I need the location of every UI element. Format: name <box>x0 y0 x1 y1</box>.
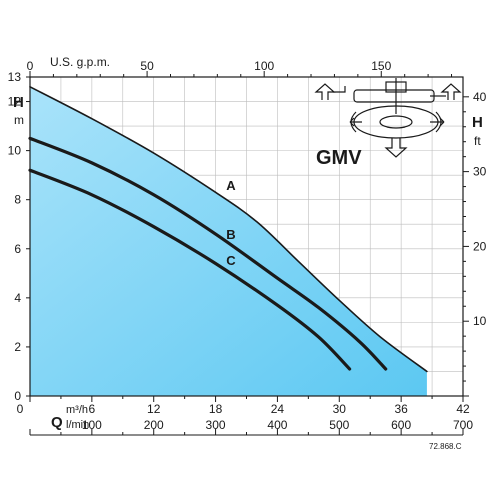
tick-label-right: 30 <box>473 165 487 179</box>
tick-label-secondary: 400 <box>267 418 287 432</box>
tick-label-left: 12 <box>8 95 22 109</box>
tick-label-left: 2 <box>14 340 21 354</box>
tick-label-bottom: 42 <box>456 402 470 416</box>
tick-label-bottom: 30 <box>333 402 347 416</box>
tick-label-top: 0 <box>27 59 34 73</box>
curve-label-c: C <box>226 253 236 268</box>
curve-label-a: A <box>226 178 236 193</box>
tick-label-right: 10 <box>473 314 487 328</box>
tick-label-bottom: 36 <box>394 402 408 416</box>
tick-label-top: 150 <box>371 59 391 73</box>
tick-label-secondary: 300 <box>206 418 226 432</box>
top-axis-unit: U.S. g.p.m. <box>50 55 110 69</box>
left-axis-unit: m <box>14 113 24 127</box>
curves: A BC <box>28 86 428 373</box>
tick-label-secondary: 100 <box>82 418 102 432</box>
tick-label-left: 6 <box>14 242 21 256</box>
curve-label-b: B <box>226 227 235 242</box>
bottom-axis-unit-secondary: l/min <box>66 419 89 431</box>
tick-label-bottom: 6 <box>89 402 96 416</box>
curve-c <box>28 168 352 371</box>
tick-label-bottom: 24 <box>271 402 285 416</box>
tick-label-secondary: 600 <box>391 418 411 432</box>
tick-label-bottom: 18 <box>209 402 223 416</box>
model-label: GMV <box>316 147 362 169</box>
tick-label-left: 8 <box>14 193 21 207</box>
tick-label-secondary: 500 <box>329 418 349 432</box>
tick-label-secondary: 200 <box>144 418 164 432</box>
right-axis-unit: ft <box>474 134 481 148</box>
bottom-axis-unit-primary: m³/h <box>66 404 88 416</box>
tick-label-top: 100 <box>254 59 274 73</box>
tick-label-right: 40 <box>473 90 487 104</box>
pump-schematic-icon <box>314 78 462 158</box>
tick-label-left: 0 <box>14 389 21 403</box>
tick-label-bottom: 0 <box>17 402 24 416</box>
curve-a <box>29 86 428 373</box>
tick-label-left: 13 <box>8 70 22 84</box>
tick-label-top: 50 <box>140 59 154 73</box>
drawing-code: 72.868.C <box>429 442 462 451</box>
curve-b <box>28 136 388 371</box>
tick-label-left: 4 <box>14 291 21 305</box>
left-axis-symbol: H <box>13 94 24 111</box>
right-axis-symbol: H <box>472 114 483 131</box>
ticks <box>26 71 469 436</box>
bottom-axis-symbol: Q <box>51 414 63 431</box>
tick-label-right: 20 <box>473 239 487 253</box>
tick-label-secondary: 700 <box>453 418 473 432</box>
tick-label-left: 10 <box>8 144 22 158</box>
tick-label-bottom: 12 <box>147 402 161 416</box>
